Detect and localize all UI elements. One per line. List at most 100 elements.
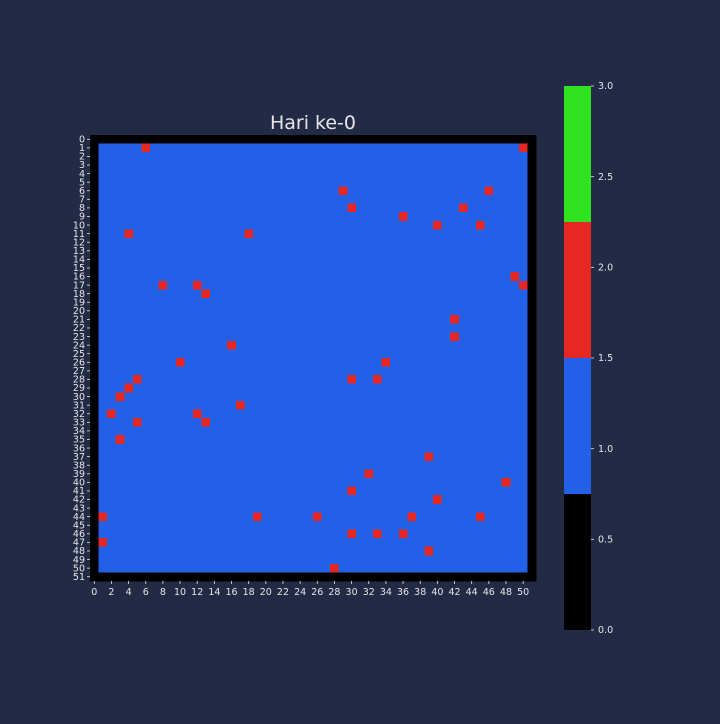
- heatmap-cell: [484, 160, 494, 170]
- heatmap-cell: [115, 297, 125, 307]
- heatmap-cell: [287, 478, 297, 488]
- heatmap-cell: [192, 297, 202, 307]
- heatmap-cell: [141, 572, 151, 582]
- heatmap-cell: [355, 358, 365, 367]
- heatmap-cell: [364, 478, 374, 488]
- heatmap-cell: [313, 229, 322, 239]
- heatmap-cell: [321, 452, 331, 462]
- heatmap-cell: [115, 332, 125, 342]
- heatmap-cell: [493, 366, 503, 376]
- heatmap-cell: [261, 280, 271, 290]
- heatmap-cell: [313, 297, 322, 307]
- heatmap-cell: [475, 246, 485, 256]
- heatmap-cell: [235, 572, 245, 582]
- heatmap-cell: [373, 246, 383, 256]
- heatmap-cell: [210, 135, 220, 144]
- heatmap-cell: [115, 143, 125, 153]
- heatmap-cell: [235, 340, 245, 350]
- heatmap-cell: [115, 186, 125, 196]
- heatmap-cell: [355, 220, 365, 230]
- heatmap-cell: [510, 520, 520, 530]
- heatmap-cell: [313, 486, 322, 496]
- heatmap-cell: [141, 383, 151, 393]
- heatmap-cell: [364, 152, 374, 162]
- heatmap-cell: [270, 366, 280, 376]
- heatmap-cell: [158, 358, 168, 367]
- heatmap-cell: [210, 323, 220, 333]
- heatmap-cell: [321, 383, 331, 393]
- heatmap-cell: [398, 520, 408, 530]
- heatmap-cell: [218, 555, 228, 565]
- heatmap-cell: [90, 237, 99, 247]
- heatmap-cell: [107, 538, 117, 548]
- heatmap-cell: [510, 237, 520, 247]
- heatmap-cell: [201, 426, 211, 436]
- heatmap-cell: [484, 212, 494, 222]
- heatmap-cell: [433, 426, 443, 436]
- heatmap-cell: [364, 392, 374, 402]
- heatmap-cell: [98, 340, 108, 350]
- heatmap-cell: [373, 220, 383, 230]
- heatmap-cell: [527, 495, 537, 505]
- heatmap-cell: [398, 400, 408, 410]
- heatmap-cell: [261, 332, 271, 342]
- heatmap-cell: [167, 195, 177, 205]
- y-tick-label: 25: [73, 349, 85, 360]
- heatmap-cell: [441, 469, 451, 479]
- heatmap-cell: [518, 263, 528, 273]
- heatmap-cell: [518, 349, 528, 359]
- heatmap-cell: [235, 366, 245, 376]
- heatmap-cell: [441, 400, 451, 410]
- heatmap-cell: [407, 409, 417, 419]
- heatmap-cell: [330, 135, 340, 144]
- heatmap-cell: [407, 280, 417, 290]
- heatmap-cell: [132, 332, 142, 342]
- heatmap-cell: [373, 512, 383, 522]
- heatmap-cell: [407, 555, 417, 565]
- heatmap-cell: [304, 169, 314, 179]
- heatmap-cell: [321, 186, 331, 196]
- heatmap-cell: [458, 237, 468, 247]
- heatmap-cell: [355, 195, 365, 205]
- heatmap-cell: [527, 349, 537, 359]
- heatmap-cell: [424, 375, 434, 385]
- heatmap-cell: [398, 177, 408, 187]
- y-tick-label: 21: [73, 315, 85, 326]
- heatmap-cell: [227, 572, 237, 582]
- heatmap-cell: [424, 469, 434, 479]
- heatmap-cell: [244, 323, 254, 333]
- heatmap-cell: [475, 383, 485, 393]
- heatmap-cell: [167, 538, 177, 548]
- heatmap-cell: [347, 143, 357, 153]
- heatmap-cell: [235, 323, 245, 333]
- heatmap-cell: [321, 358, 331, 367]
- heatmap-cell: [115, 435, 125, 445]
- heatmap-cell: [527, 383, 537, 393]
- heatmap-cell: [287, 203, 297, 213]
- heatmap-cell: [330, 426, 340, 436]
- heatmap-cell: [167, 503, 177, 513]
- heatmap-cell: [210, 297, 220, 307]
- heatmap-cell: [141, 546, 151, 556]
- heatmap-cell: [167, 237, 177, 247]
- heatmap-cell: [450, 366, 460, 376]
- heatmap-cell: [141, 375, 151, 385]
- heatmap-cell: [304, 229, 314, 239]
- heatmap-cell: [218, 520, 228, 530]
- heatmap-cell: [441, 340, 451, 350]
- heatmap-cell: [227, 203, 237, 213]
- heatmap-cell: [201, 469, 211, 479]
- heatmap-cell: [510, 203, 520, 213]
- heatmap-cell: [493, 538, 503, 548]
- heatmap-cell: [330, 555, 340, 565]
- y-tick-label: 14: [73, 255, 85, 266]
- heatmap-cell: [330, 358, 340, 367]
- heatmap-cell: [338, 563, 348, 573]
- heatmap-cell: [261, 255, 271, 265]
- heatmap-cell: [244, 383, 254, 393]
- heatmap-cell: [475, 529, 485, 539]
- heatmap-cell: [475, 555, 485, 565]
- heatmap-cell: [518, 340, 528, 350]
- heatmap-cell: [518, 195, 528, 205]
- heatmap-cell: [304, 400, 314, 410]
